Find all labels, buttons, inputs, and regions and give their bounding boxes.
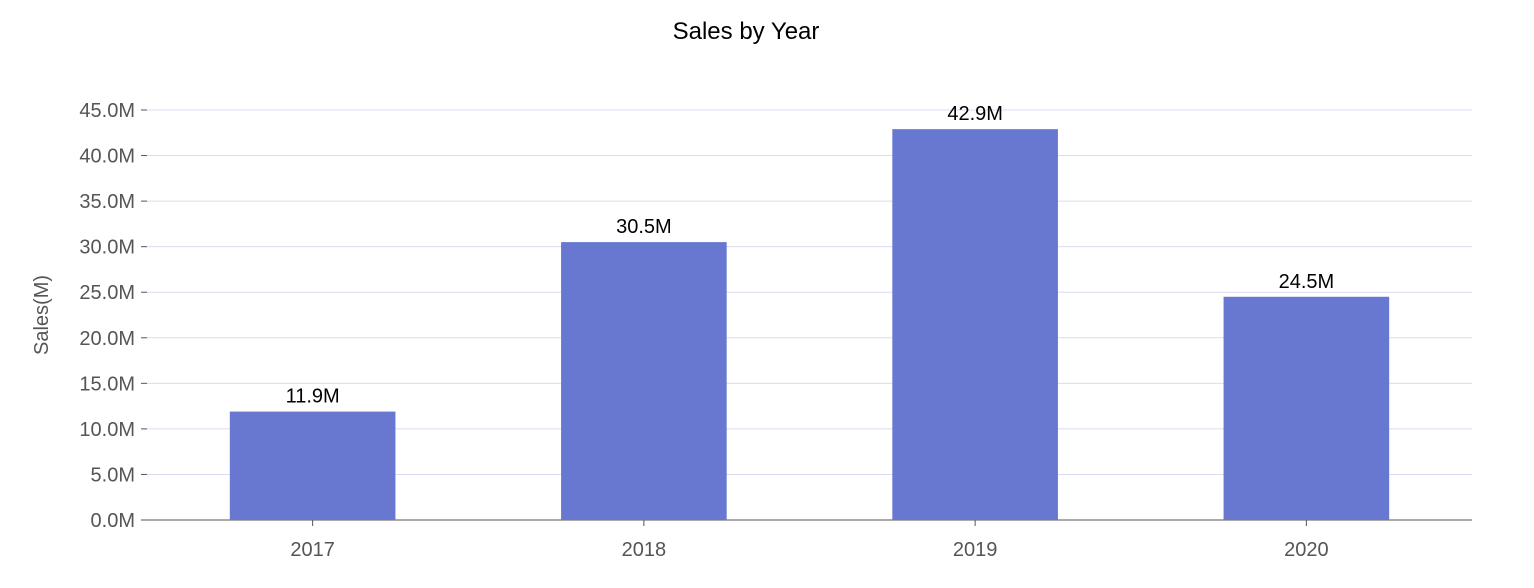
y-tick-label: 40.0M [79,146,135,168]
bar-2020 [1223,296,1390,520]
bar-2019 [892,129,1058,520]
y-tick-label: 30.0M [79,237,135,259]
bar-2018 [561,242,727,520]
x-tick-label-2017: 2017 [290,539,335,561]
x-tick-label-2018: 2018 [622,539,667,561]
y-tick-label: 45.0M [79,100,135,122]
y-axis-title: Sales(M) [31,275,53,355]
bars [229,129,1390,520]
x-tick-label-2019: 2019 [953,539,998,561]
y-tick-label: 25.0M [79,282,135,304]
data-labels: 11.9M 30.5M 42.9M 24.5M [286,103,1335,407]
y-tick-label: 35.0M [79,191,135,213]
axes: 0.0M 5.0M 10.0M 15.0M 20.0M 25.0M 30.0M 35.0M 40… [79,100,1472,561]
y-tick-label: 0.0M [91,510,135,532]
data-label-2017: 11.9M [286,386,340,408]
y-tick-label: 5.0M [91,464,135,486]
y-tick-label: 10.0M [79,419,135,441]
bar-2017 [229,411,396,520]
x-tick-label-2020: 2020 [1284,539,1329,561]
data-label-2020: 24.5M [1279,271,1335,293]
y-tick-label: 20.0M [79,328,135,350]
y-tick-label: 15.0M [79,373,135,395]
chart-title: Sales by Year [673,18,820,45]
data-label-2018: 30.5M [616,216,672,238]
data-label-2019: 42.9M [947,103,1003,125]
